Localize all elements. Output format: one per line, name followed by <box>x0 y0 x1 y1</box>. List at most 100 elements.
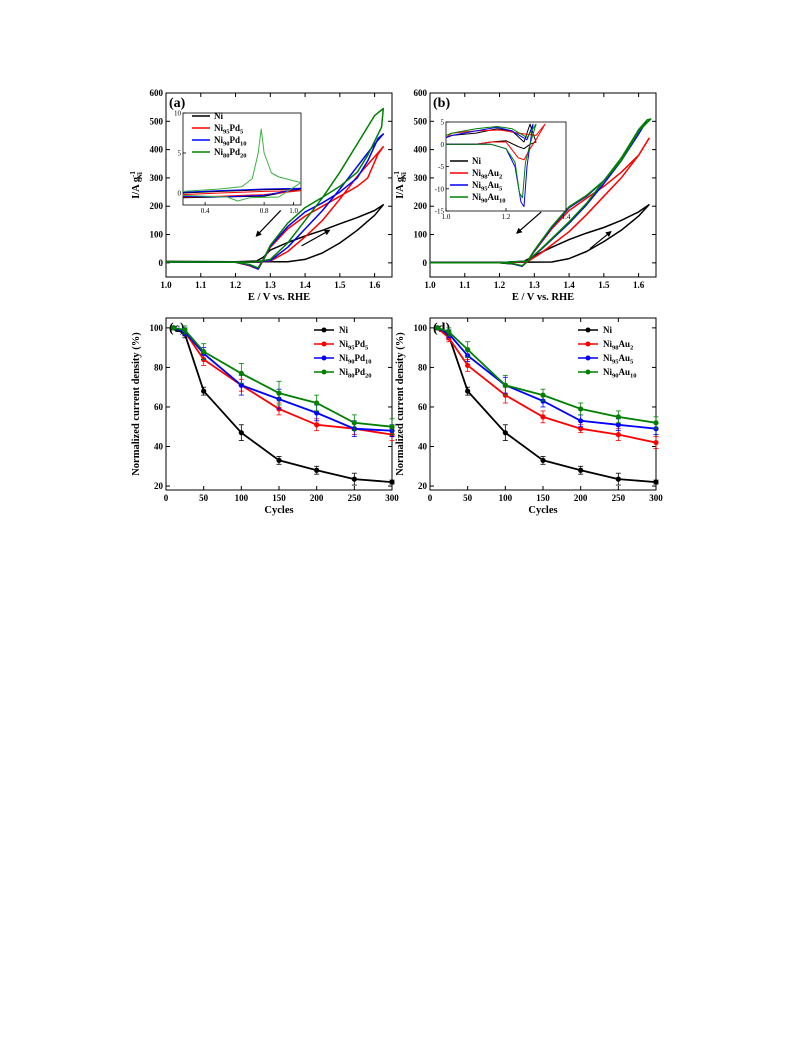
inset-chart: 1.0 1.2 1.4 5 0 -5 -10 -15 <box>435 119 571 222</box>
legend-sub: 95 <box>481 186 488 193</box>
inset-y-tick-label: 0 <box>178 190 182 198</box>
data-point <box>615 414 621 420</box>
legend-base: Ni <box>603 353 612 363</box>
legend-sub: 98 <box>612 345 619 352</box>
legend-label: Ni <box>214 111 223 121</box>
legend-sub: 95 <box>612 359 619 366</box>
y-tick-label: 100 <box>150 230 164 240</box>
data-point <box>446 329 452 335</box>
legend-sub: 95 <box>348 345 355 352</box>
legend-base: Ni <box>472 180 481 190</box>
series-4 <box>170 325 395 436</box>
x-tick-label: 200 <box>574 493 588 503</box>
legend-marker <box>321 327 327 333</box>
legend-label: Ni95Pd5 <box>214 123 244 136</box>
y-tick-label: 80 <box>154 362 164 372</box>
scan-arrow-2 <box>301 229 331 247</box>
inset-y-tick-label: 5 <box>441 119 445 127</box>
inset-x-tick-label: 1.0 <box>442 213 451 221</box>
y-axis-label: I/A g-1Ni <box>129 171 144 199</box>
legend-sub: 5 <box>499 186 503 193</box>
y-axis-label: I/A g-1Ni <box>393 171 408 199</box>
y-tick-label: 400 <box>150 145 164 155</box>
legend-marker <box>321 369 327 375</box>
scan-arrow-1 <box>255 210 282 237</box>
legend-sub: 5 <box>240 129 244 136</box>
y-tick-label: 0 <box>159 258 164 268</box>
legend-marker <box>585 341 591 347</box>
data-point <box>615 432 621 438</box>
inset-y-tick-label: 5 <box>178 150 182 158</box>
legend-marker <box>321 355 327 361</box>
data-point <box>465 347 471 353</box>
y-axis-label-text: Normalized current density (%) <box>131 332 142 476</box>
inset-x-tick-label: 0.4 <box>201 207 210 215</box>
data-point <box>170 325 177 331</box>
data-point <box>653 420 659 426</box>
legend-sub: 95 <box>223 129 230 136</box>
x-tick-label: 1.0 <box>160 280 172 290</box>
y-tick-label: 400 <box>414 145 428 155</box>
y-axis-label-sub: Ni <box>400 172 408 179</box>
y-tick-label: 300 <box>150 173 164 183</box>
legend-sub: 20 <box>365 373 372 380</box>
inset-y-tick-label: 10 <box>174 110 182 118</box>
inset-y-tick-label: -5 <box>438 163 444 171</box>
data-point <box>314 400 320 406</box>
series-line <box>173 327 393 483</box>
panel-label: (a) <box>169 96 186 111</box>
x-tick-label: 1.6 <box>633 280 645 290</box>
legend-base: Ni <box>339 339 348 349</box>
data-point <box>615 476 621 482</box>
series-line <box>436 327 657 444</box>
x-tick-label: 50 <box>463 493 473 503</box>
y-tick-label: 20 <box>154 481 164 491</box>
legend-label: Ni80Pd20 <box>339 367 372 380</box>
y-tick-label: 100 <box>414 230 428 240</box>
panel-label: (b) <box>433 96 450 111</box>
chart-panel-3: 0 50 100 150 200 250 300 20 40 60 80 100 Cycles Norma… <box>131 317 399 516</box>
legend-marker <box>585 355 591 361</box>
inset-y-tick-label: -15 <box>435 208 445 216</box>
inset-x-tick-label: 1.2 <box>502 213 511 221</box>
inset-series-line-4 <box>445 123 537 199</box>
legend-base: Ni <box>472 156 481 166</box>
x-tick-label: 300 <box>649 493 663 503</box>
legend-base: Ni <box>603 367 612 377</box>
data-point <box>351 420 357 426</box>
y-tick-label: 600 <box>150 88 164 98</box>
legend-sub: 10 <box>499 198 506 205</box>
data-point <box>434 325 441 331</box>
data-point <box>351 476 357 482</box>
y-axis-label-text: I/A g <box>395 176 406 199</box>
legend-sub: 80 <box>348 373 355 380</box>
data-point <box>182 327 188 333</box>
data-point <box>540 414 546 420</box>
y-tick-label: 40 <box>154 442 164 452</box>
y-axis-label-text: Normalized current density (%) <box>395 332 406 476</box>
x-tick-label: 1.1 <box>459 280 471 290</box>
data-point <box>540 392 546 398</box>
legend-label: Ni95Au5 <box>472 180 503 193</box>
x-tick-label: 1.5 <box>334 280 346 290</box>
x-tick-label: 100 <box>235 493 249 503</box>
data-point <box>201 388 207 394</box>
x-tick-label: 1.1 <box>195 280 207 290</box>
legend-base: Pd <box>355 353 366 363</box>
legend-base: Au <box>488 180 500 190</box>
scan-arrow-1 <box>516 211 542 234</box>
series-line <box>173 327 393 432</box>
y-tick-label: 200 <box>150 201 164 211</box>
x-tick-label: 1.3 <box>529 280 541 290</box>
legend-label: Ni98Au2 <box>472 168 502 181</box>
x-tick-label: 50 <box>199 493 209 503</box>
legend-base: Ni <box>472 168 481 178</box>
series-line-4 <box>165 107 385 269</box>
inset-frame <box>445 121 567 212</box>
legend-marker <box>585 327 591 333</box>
chart-panel-4: 0 50 100 150 200 250 300 20 40 60 80 100 Cycles Norma… <box>395 317 663 516</box>
